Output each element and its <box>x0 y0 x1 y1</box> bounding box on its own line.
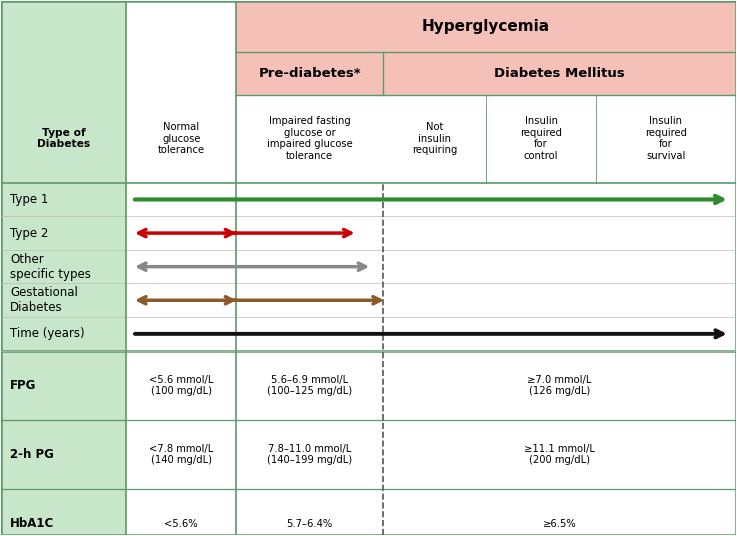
Text: ≥6.5%: ≥6.5% <box>542 519 576 529</box>
Text: Type of
Diabetes: Type of Diabetes <box>38 128 91 150</box>
Text: ≥7.0 mmol/L
(126 mg/dL): ≥7.0 mmol/L (126 mg/dL) <box>527 375 592 396</box>
Text: Normal
glucose
tolerance: Normal glucose tolerance <box>158 122 205 155</box>
Text: Hyperglycemia: Hyperglycemia <box>422 19 550 34</box>
Text: Pre-diabetes*: Pre-diabetes* <box>259 67 361 80</box>
Text: Other
specific types: Other specific types <box>10 252 91 281</box>
Text: 7.8–11.0 mmol/L
(140–199 mg/dL): 7.8–11.0 mmol/L (140–199 mg/dL) <box>268 444 352 465</box>
Bar <box>237 2 736 52</box>
Text: Type 2: Type 2 <box>10 227 49 240</box>
Text: Type 1: Type 1 <box>10 193 49 206</box>
Text: Not
insulin
requiring: Not insulin requiring <box>412 122 457 155</box>
Text: 2-h PG: 2-h PG <box>10 448 54 461</box>
Text: HbA1C: HbA1C <box>10 517 55 531</box>
Text: <7.8 mmol/L
(140 mg/dL): <7.8 mmol/L (140 mg/dL) <box>149 444 214 465</box>
Bar <box>237 52 736 95</box>
Text: Diabetes Mellitus: Diabetes Mellitus <box>494 67 625 80</box>
Text: Time (years): Time (years) <box>10 327 85 340</box>
Text: <5.6 mmol/L
(100 mg/dL): <5.6 mmol/L (100 mg/dL) <box>149 375 214 396</box>
Bar <box>1 2 126 534</box>
Text: Impaired fasting
glucose or
impaired glucose
tolerance: Impaired fasting glucose or impaired glu… <box>267 116 352 161</box>
Text: <5.6%: <5.6% <box>164 519 198 529</box>
Text: Insulin
required
for
control: Insulin required for control <box>520 116 562 161</box>
Text: Gestational
Diabetes: Gestational Diabetes <box>10 286 78 314</box>
Text: ≥11.1 mmol/L
(200 mg/dL): ≥11.1 mmol/L (200 mg/dL) <box>524 444 595 465</box>
Text: Insulin
required
for
survival: Insulin required for survival <box>645 116 687 161</box>
Text: FPG: FPG <box>10 379 37 392</box>
Text: 5.6–6.9 mmol/L
(100–125 mg/dL): 5.6–6.9 mmol/L (100–125 mg/dL) <box>268 375 352 396</box>
Text: 5.7–6.4%: 5.7–6.4% <box>287 519 333 529</box>
